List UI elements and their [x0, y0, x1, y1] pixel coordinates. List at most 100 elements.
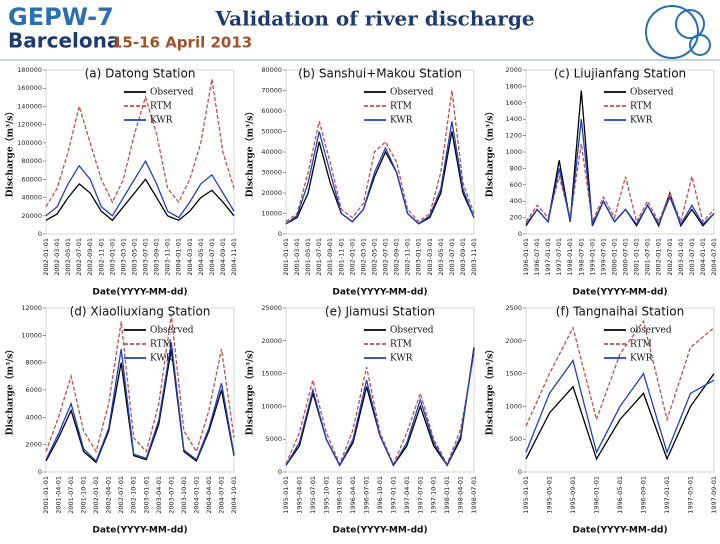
x-tick-label: 1996-09-01 — [640, 476, 648, 514]
y-tick-label: 8000 — [25, 359, 42, 367]
legend-label: Observed — [150, 88, 194, 98]
y-tick-label: 800 — [510, 164, 522, 172]
x-tick-label: 2002-09-01 — [393, 238, 401, 276]
legend-label: KWR — [150, 116, 173, 126]
y-tick-label: 160000 — [17, 84, 42, 92]
x-tick-label: 2002-01-01 — [348, 238, 356, 276]
legend-label: RTM — [630, 102, 652, 112]
x-tick-label: 2003-07-01 — [142, 238, 150, 276]
x-tick-label: 2001-01-01 — [42, 476, 50, 514]
x-tick-label: 2001-04-01 — [55, 476, 63, 514]
series-line — [525, 373, 715, 461]
y-tick-label: 20000 — [261, 189, 282, 197]
x-tick-label: 2003-01-01 — [108, 238, 116, 276]
event-dates: 15-16 April 2013 — [112, 34, 252, 52]
event-name: GEPW-7 — [8, 3, 114, 31]
y-tick-label: 2000 — [505, 66, 522, 74]
y-tick-label: 5000 — [265, 435, 282, 443]
chart-panel: 0 2000 4000 6000 8000 10000 12000 2001-01-01 200… — [5, 304, 239, 536]
series-line — [525, 319, 715, 427]
y-tick-label: 600 — [510, 181, 522, 189]
legend-label: RTM — [150, 102, 172, 112]
x-tick-label: 2002-03-01 — [53, 238, 61, 276]
y-tick-label: 100000 — [17, 139, 42, 147]
y-tick-label: 1600 — [505, 99, 522, 107]
y-tick-label: 2000 — [505, 337, 522, 345]
x-tick-label: 2004-09-01 — [219, 238, 227, 276]
chart-title: (f) Tangnaihai Station — [556, 305, 684, 319]
chart-title: (b) Sanshui+Makou Station — [298, 67, 462, 81]
chart-panel: 0 200 400 600 800 1000 1200 1400 1600 1800 2000 199… — [485, 66, 719, 298]
x-tick-label: 2003-11-01 — [470, 238, 478, 276]
x-tick-label: 1997-07-01 — [555, 238, 563, 276]
x-tick-label: 2001-01-01 — [282, 238, 290, 276]
x-tick-label: 1995-01-01 — [522, 476, 530, 514]
x-tick-label: 1995-05-01 — [546, 476, 554, 514]
y-tick-label: 2000 — [25, 441, 42, 449]
x-tick-label: 2003-05-01 — [437, 238, 445, 276]
legend-label: RTM — [390, 102, 412, 112]
plot-area — [45, 69, 235, 235]
x-tick-label: 1996-01-01 — [522, 238, 530, 276]
x-tick-label: 1999-07-01 — [599, 238, 607, 276]
y-tick-label: 1500 — [505, 370, 522, 378]
circle — [675, 9, 705, 39]
chart-title: (d) Xiaoliuxiang Station — [70, 305, 211, 319]
x-tick-label: 1998-07-01 — [470, 476, 478, 514]
x-tick-label: 2001-01-01 — [633, 238, 641, 276]
y-tick-label: 0 — [38, 230, 42, 238]
x-tick-label: 1998-01-01 — [443, 476, 451, 514]
x-axis-label: Date(YYYY-MM-dd) — [332, 526, 427, 536]
y-tick-label: 10000 — [261, 402, 282, 410]
y-tick-label: 200 — [510, 214, 522, 222]
x-tick-label: 1998-01-01 — [566, 238, 574, 276]
y-tick-label: 400 — [510, 197, 522, 205]
x-tick-label: 2004-03-01 — [186, 238, 194, 276]
x-tick-label: 2002-11-01 — [97, 238, 105, 276]
logo-circles — [645, 5, 711, 59]
x-tick-label: 2003-09-01 — [459, 238, 467, 276]
legend-label: Observed — [150, 326, 194, 336]
y-axis-label: Discharge（m³/s） — [485, 107, 496, 198]
series-line — [525, 119, 715, 227]
legend-label: KWR — [150, 354, 173, 364]
y-tick-label: 60000 — [21, 175, 42, 183]
y-tick-label: 0 — [38, 468, 42, 476]
series-line — [45, 314, 235, 454]
x-tick-label: 2001-07-01 — [644, 238, 652, 276]
x-tick-label: 1996-04-01 — [349, 476, 357, 514]
x-tick-label: 1996-05-01 — [616, 476, 624, 514]
x-tick-label: 2002-07-01 — [666, 238, 674, 276]
y-axis-label: Discharge（m³/s） — [5, 107, 16, 198]
x-tick-label: 2003-01-01 — [677, 238, 685, 276]
legend-label: RTM — [150, 340, 172, 350]
x-axis-label: Date(YYYY-MM-dd) — [572, 526, 667, 536]
x-tick-label: 2004-07-01 — [208, 238, 216, 276]
legend-label: observed — [630, 326, 672, 336]
y-tick-label: 40000 — [261, 148, 282, 156]
x-tick-label: 2002-03-01 — [359, 238, 367, 276]
y-tick-label: 1200 — [505, 132, 522, 140]
y-tick-label: 140000 — [17, 102, 42, 110]
chart-title: (c) Liujianfang Station — [554, 67, 686, 81]
x-tick-label: 2003-07-01 — [448, 238, 456, 276]
x-tick-label: 1997-05-01 — [687, 476, 695, 514]
y-axis-label: Discharge（m³/s） — [245, 107, 256, 198]
x-tick-label: 2003-07-01 — [167, 476, 175, 514]
x-tick-label: 2003-01-01 — [415, 238, 423, 276]
x-tick-label: 2003-03-01 — [119, 238, 127, 276]
legend-label: Observed — [390, 326, 434, 336]
plot-area — [525, 307, 715, 473]
x-tick-label: 2003-10-01 — [180, 476, 188, 514]
x-tick-label: 2001-10-01 — [80, 476, 88, 514]
y-tick-label: 50000 — [261, 128, 282, 136]
x-tick-label: 2000-01-01 — [610, 238, 618, 276]
x-tick-label: 1996-10-01 — [376, 476, 384, 514]
series-line — [285, 353, 475, 466]
x-tick-label: 1996-07-01 — [533, 238, 541, 276]
slide-title: Validation of river discharge — [214, 7, 534, 31]
chart-panel: 0 500 1000 1500 2000 2500 1995-01-01 1995-05-01… — [485, 304, 719, 536]
series-line — [45, 348, 235, 464]
series-line — [285, 350, 475, 467]
legend-label: KWR — [630, 116, 653, 126]
